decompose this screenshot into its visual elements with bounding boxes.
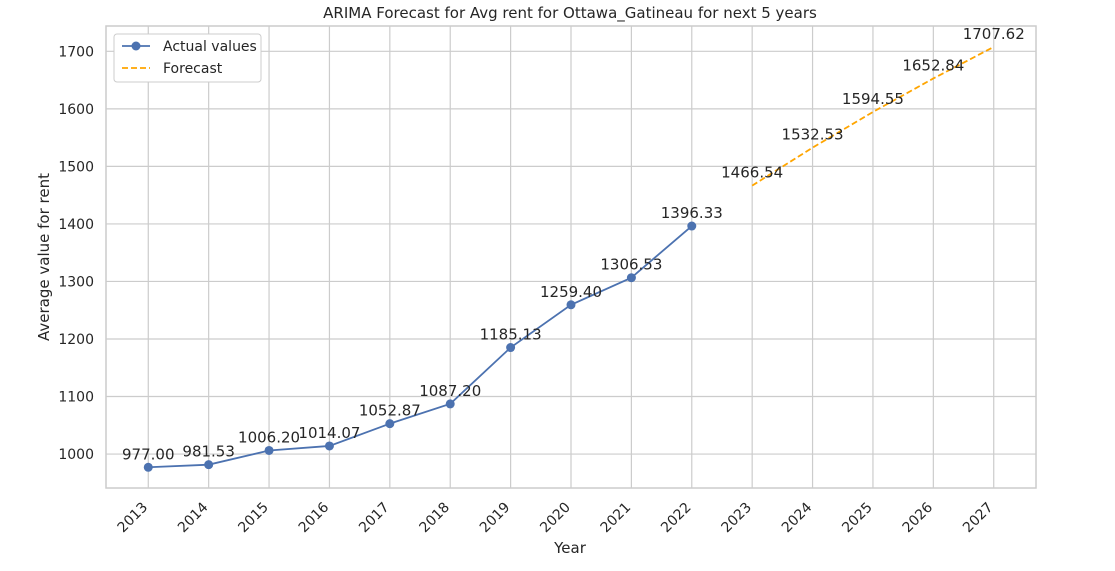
data-label: 1396.33 (661, 204, 723, 222)
x-tick-label: 2020 (537, 500, 574, 537)
x-tick-label: 2026 (900, 499, 937, 536)
legend: Actual values Forecast (113, 33, 262, 83)
y-tick-label: 1300 (58, 274, 94, 290)
data-point (687, 221, 697, 231)
legend-label-forecast: Forecast (163, 61, 223, 77)
legend-label-actual: Actual values (163, 39, 257, 55)
x-tick-label: 2024 (779, 499, 816, 536)
data-label: 981.53 (182, 443, 235, 461)
x-tick-label: 2019 (477, 500, 514, 537)
x-tick-label: 2014 (175, 499, 212, 536)
x-tick-label: 2015 (235, 500, 272, 537)
chart-title: ARIMA Forecast for Avg rent for Ottawa_G… (323, 4, 817, 23)
data-point (566, 300, 576, 310)
data-label: 1594.55 (842, 90, 904, 108)
data-point (626, 273, 636, 283)
y-axis-title: Average value for rent (35, 173, 53, 341)
legend-frame (113, 33, 262, 83)
series-line (148, 225, 693, 469)
grid (106, 26, 1036, 488)
data-label: 1014.07 (298, 424, 360, 442)
data-label: 1707.62 (963, 25, 1025, 43)
data-point (204, 460, 214, 470)
data-label: 1087.20 (419, 382, 481, 400)
series-forecast: 1466.54 1532.53 1594.55 1652.84 1707.62 (721, 25, 1025, 187)
data-point (324, 441, 334, 451)
plot-frame (105, 25, 1037, 489)
x-tick-label: 2021 (598, 500, 635, 537)
data-point (143, 462, 153, 472)
data-label: 977.00 (122, 445, 175, 463)
y-tick-label: 1700 (58, 44, 94, 60)
x-tick-label: 2022 (658, 500, 695, 537)
data-label: 1306.53 (600, 256, 662, 274)
data-point (506, 343, 516, 353)
data-label: 1052.87 (359, 402, 421, 420)
y-tick-label: 1000 (58, 447, 94, 463)
data-label: 1006.20 (238, 428, 300, 446)
y-tick-label: 1200 (58, 332, 94, 348)
y-tick-label: 1600 (58, 102, 94, 118)
data-label: 1259.40 (540, 283, 602, 301)
data-label: 1466.54 (721, 164, 783, 182)
data-point (385, 419, 395, 429)
y-tick-label: 1100 (58, 390, 94, 406)
x-tick-label: 2017 (356, 500, 393, 537)
series-line (751, 46, 995, 187)
x-tick-label: 2013 (115, 500, 152, 537)
data-label: 1532.53 (782, 126, 844, 144)
data-point (445, 399, 455, 409)
y-tick-labels: 1000 1100 1200 1300 1400 1500 1600 1700 (58, 44, 94, 463)
x-tick-label: 2027 (960, 500, 997, 537)
x-tick-label: 2016 (296, 499, 333, 536)
x-tick-label: 2023 (718, 500, 755, 537)
y-tick-label: 1400 (58, 217, 94, 233)
y-tick-label: 1500 (58, 159, 94, 175)
legend-marker-actual (131, 41, 141, 51)
data-label: 1652.84 (902, 56, 964, 74)
x-tick-labels: 2013 2014 2015 2016 2017 2018 2019 2020 2021 2022… (115, 499, 997, 536)
data-label: 1185.13 (480, 326, 542, 344)
data-point (264, 445, 274, 455)
x-axis-title: Year (553, 539, 587, 557)
x-tick-label: 2018 (417, 500, 454, 537)
x-tick-label: 2025 (839, 500, 876, 537)
